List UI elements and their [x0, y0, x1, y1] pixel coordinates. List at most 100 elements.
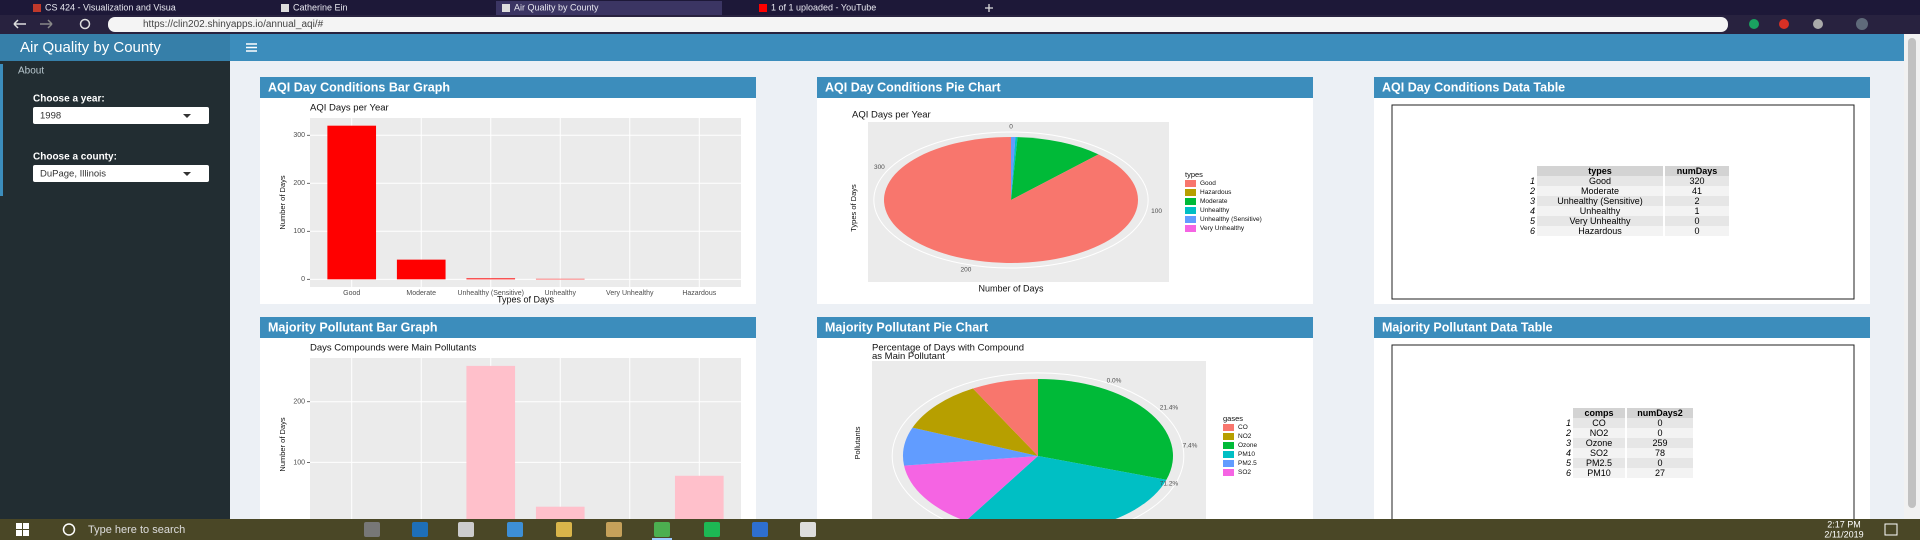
- taskbar: [0, 519, 1920, 540]
- select-box[interactable]: [33, 165, 209, 182]
- extension-icon[interactable]: [1749, 19, 1759, 29]
- tab-title[interactable]: Air Quality by County: [514, 2, 599, 12]
- input-label: Choose a year:: [33, 94, 105, 105]
- start-button[interactable]: [16, 523, 29, 536]
- theta-tick-label: 7.4%: [1183, 443, 1198, 450]
- table-cell-text: 0: [1694, 226, 1699, 236]
- input-label: Choose a county:: [33, 152, 117, 163]
- url[interactable]: https://clin202.shinyapps.io/annual_aqi/…: [143, 19, 324, 30]
- row-index: 1: [1530, 176, 1535, 186]
- theta-tick-label: 200: [961, 266, 972, 273]
- pie-slice: [972, 379, 1038, 456]
- select-value[interactable]: 1998: [40, 111, 61, 122]
- table-cell: [1537, 206, 1663, 216]
- app-title: Air Quality by County: [20, 39, 161, 56]
- table-cell-text: PM2.5: [1586, 458, 1612, 468]
- row-index: 6: [1566, 468, 1571, 478]
- search-icon[interactable]: [62, 523, 76, 536]
- x-tick-label: Moderate: [406, 290, 436, 297]
- table-header: numDays2: [1637, 408, 1683, 418]
- table-cell: [1573, 418, 1625, 428]
- legend-key: [1185, 216, 1196, 223]
- tab-icon: [759, 4, 767, 12]
- sidebar-menu-item[interactable]: About: [18, 66, 44, 77]
- pie-slice: [965, 456, 1167, 533]
- address-field[interactable]: [108, 17, 1728, 32]
- theta-tick-label: 100: [1151, 208, 1162, 215]
- extension-icon[interactable]: [1779, 19, 1789, 29]
- table-header: comps: [1584, 408, 1613, 418]
- sidebar: [0, 61, 230, 519]
- panel-title: Majority Pollutant Pie Chart: [825, 320, 989, 334]
- back-button[interactable]: [13, 19, 26, 29]
- reload-button[interactable]: [79, 18, 91, 30]
- pie-slice: [904, 456, 1038, 522]
- legend-key: [1223, 424, 1234, 431]
- pie-slice: [903, 427, 1038, 466]
- legend-key: [1185, 198, 1196, 205]
- tab-title[interactable]: Catherine Ein: [293, 2, 348, 12]
- pie-slice: [1011, 137, 1016, 200]
- tab-title[interactable]: CS 424 - Visualization and Visua: [45, 2, 176, 12]
- panel-title: AQI Day Conditions Data Table: [1382, 80, 1565, 94]
- table-cell: [1627, 448, 1693, 458]
- legend-label: Good: [1200, 180, 1216, 187]
- active-tab[interactable]: [496, 1, 722, 15]
- new-tab-button[interactable]: [985, 4, 993, 12]
- taskbar-app[interactable]: [704, 522, 720, 537]
- taskbar-app[interactable]: [654, 522, 670, 537]
- pie-slice: [1011, 137, 1099, 200]
- select-caret: [183, 114, 191, 118]
- notification-icon[interactable]: [1884, 523, 1898, 536]
- theta-tick-label: 71.2%: [1160, 481, 1179, 488]
- chart-title: AQI Days per Year: [852, 110, 931, 121]
- taskbar-app[interactable]: [556, 522, 572, 537]
- table-header-cell: [1627, 408, 1693, 418]
- select-value[interactable]: DuPage, Illinois: [40, 169, 106, 180]
- y-tick-label: 200: [293, 180, 305, 187]
- legend-label: Unhealthy: [1200, 207, 1230, 214]
- tab-icon: [281, 4, 289, 12]
- taskbar-app[interactable]: [458, 522, 474, 537]
- select-box[interactable]: [33, 107, 209, 124]
- panel-title: AQI Day Conditions Bar Graph: [268, 80, 450, 94]
- taskbar-app[interactable]: [606, 522, 622, 537]
- taskbar-search[interactable]: Type here to search: [88, 524, 185, 536]
- tab-icon: [33, 4, 41, 12]
- taskbar-app[interactable]: [752, 522, 768, 537]
- extension-icon[interactable]: [1813, 19, 1823, 29]
- y-axis-label: Pollutants: [853, 426, 862, 459]
- tab-title[interactable]: 1 of 1 uploaded - YouTube: [771, 2, 876, 12]
- taskbar-app[interactable]: [507, 522, 523, 537]
- panel-header: [817, 77, 1313, 98]
- table-cell: [1537, 186, 1663, 196]
- table-header-cell: [1573, 408, 1625, 418]
- plot-panel: [310, 358, 741, 531]
- chart-title: Percentage of Days with Compound: [872, 343, 1024, 354]
- profile-icon[interactable]: [1856, 18, 1868, 30]
- theta-tick-label: 0.0%: [1107, 378, 1122, 385]
- panel-header: [1374, 77, 1870, 98]
- taskbar-app[interactable]: [800, 522, 816, 537]
- forward-button[interactable]: [40, 19, 53, 29]
- y-axis-label: Types of Days: [849, 184, 858, 232]
- theta-tick-label: 0: [1009, 124, 1013, 131]
- scrollbar-thumb[interactable]: [1908, 38, 1916, 508]
- legend-label: NO2: [1238, 433, 1252, 440]
- table-cell: [1665, 186, 1729, 196]
- plot-panel: [310, 118, 741, 287]
- clock-date: 2/11/2019: [1824, 529, 1863, 539]
- taskbar-app[interactable]: [412, 522, 428, 537]
- table-cell: [1573, 428, 1625, 438]
- legend-label: CO: [1238, 424, 1248, 431]
- bar: [396, 259, 446, 280]
- table-cell: [1665, 216, 1729, 226]
- taskbar-app[interactable]: [364, 522, 380, 537]
- sidebar-toggle[interactable]: [246, 43, 257, 52]
- y-tick-label: 300: [293, 132, 305, 139]
- row-index: 2: [1565, 428, 1571, 438]
- table-cell: [1537, 226, 1663, 236]
- table-cell: [1627, 468, 1693, 478]
- bar: [466, 365, 516, 524]
- y-tick-label: 200: [293, 399, 305, 406]
